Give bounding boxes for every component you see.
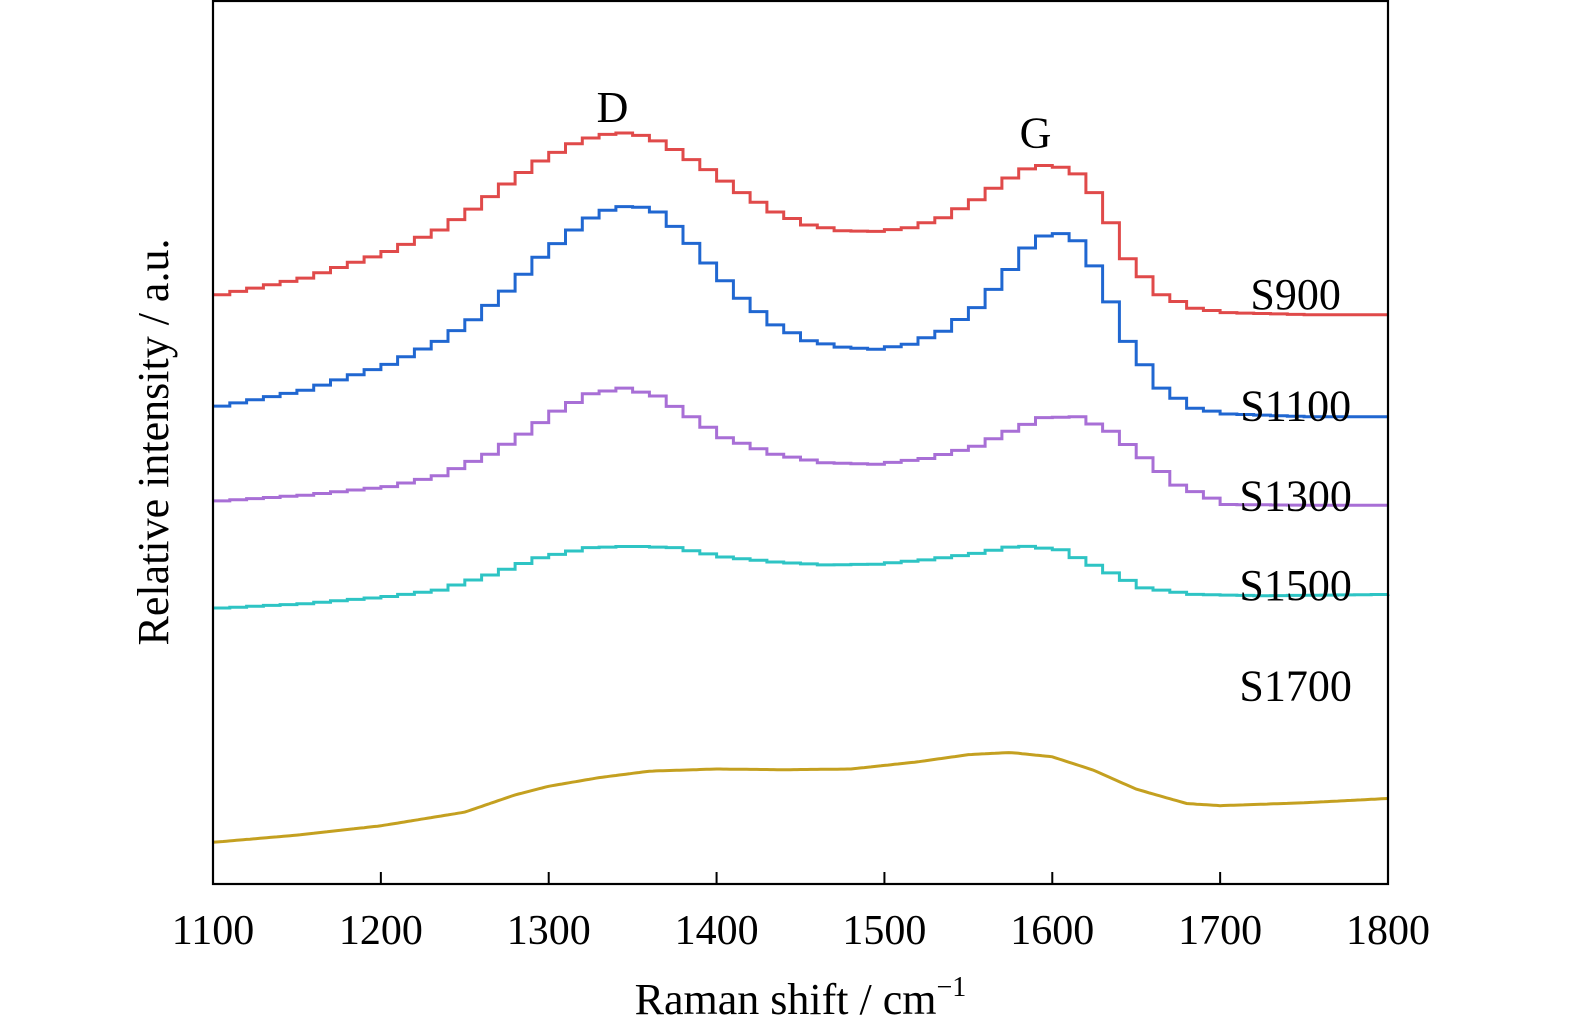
x-axis-title-superscript: −1 <box>937 972 967 1003</box>
plot-frame <box>211 0 1390 886</box>
x-tick-label: 1100 <box>172 908 254 954</box>
peak-label-g: G <box>1020 108 1052 157</box>
x-tick-label: 1200 <box>339 908 423 954</box>
x-tick-label: 1600 <box>1010 908 1094 954</box>
x-axis-title-text: Raman shift / cm <box>635 975 937 1024</box>
series-line-s1300 <box>213 386 1388 507</box>
series-label-s1100: S1100 <box>1240 381 1351 430</box>
tick-layer: 1100 1200 1300 1400 1500 1600 1700 1800 <box>172 872 1430 954</box>
series-line-s900 <box>213 131 1388 317</box>
series-line-s1100 <box>213 205 1388 419</box>
series-label-s1300: S1300 <box>1239 471 1351 520</box>
x-tick-label: 1400 <box>675 908 759 954</box>
x-tick-label: 1500 <box>842 908 926 954</box>
series-label-s900: S900 <box>1250 270 1340 319</box>
x-tick-label: 1700 <box>1178 908 1262 954</box>
y-axis-title: Relative intensity / a.u. <box>129 239 178 646</box>
x-axis-title: Raman shift / cm−1 <box>635 972 967 1024</box>
series-line-s1500 <box>213 544 1390 610</box>
label-layer: S900 S1100 S1300 S1500 S1700 D G <box>597 83 1352 711</box>
series-label-s1500: S1500 <box>1239 561 1351 610</box>
x-tick-label: 1300 <box>507 908 591 954</box>
series-line-s1700 <box>212 751 1389 844</box>
series-label-s1700: S1700 <box>1239 662 1351 711</box>
peak-label-d: D <box>597 83 629 132</box>
series-layer <box>212 131 1390 844</box>
x-tick-label: 1800 <box>1346 908 1430 954</box>
